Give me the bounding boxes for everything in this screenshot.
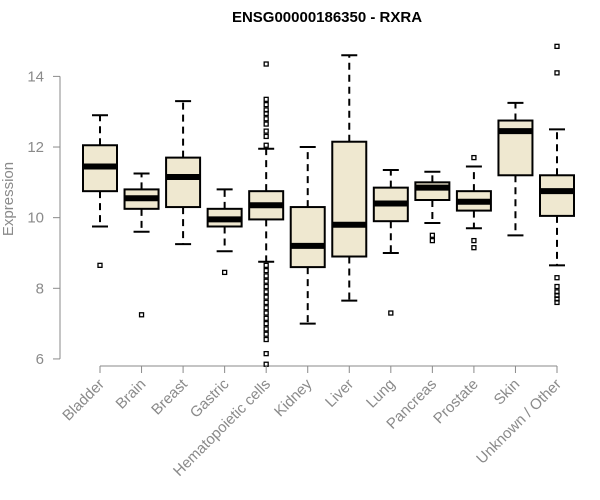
box-skin bbox=[497, 101, 534, 237]
boxes bbox=[82, 43, 575, 367]
y-tick-label-8: 8 bbox=[36, 280, 44, 297]
y-tick-label-14: 14 bbox=[27, 68, 44, 85]
x-tick-label-bladder: Bladder bbox=[59, 376, 108, 425]
box-unknown-other bbox=[539, 43, 575, 306]
outlier-bladder-0 bbox=[97, 262, 103, 268]
outlier-hematopoietic-cells-7 bbox=[263, 128, 269, 134]
outlier-brain-0 bbox=[138, 312, 145, 318]
outlier-hematopoietic-cells-2 bbox=[263, 101, 269, 108]
x-tick-label-kidney: Kidney bbox=[271, 375, 316, 420]
outlier-hematopoietic-cells-5 bbox=[263, 116, 269, 122]
outlier-prostate-0 bbox=[471, 154, 477, 161]
box-breast bbox=[165, 100, 202, 246]
outlier-unknown-other-3 bbox=[554, 283, 560, 290]
box-lung bbox=[372, 168, 409, 316]
y-tick-label-12: 12 bbox=[27, 139, 44, 156]
box-gastric bbox=[206, 188, 243, 276]
outlier-hematopoietic-cells-15 bbox=[263, 289, 269, 295]
box-pancreas bbox=[414, 170, 451, 244]
outlier-gastric-0 bbox=[221, 269, 228, 276]
outlier-hematopoietic-cells-10 bbox=[263, 262, 269, 268]
outlier-hematopoietic-cells-24 bbox=[263, 336, 269, 343]
y-tick-label-10: 10 bbox=[27, 210, 44, 227]
y-tick-label-6: 6 bbox=[36, 351, 44, 368]
outlier-hematopoietic-cells-25 bbox=[263, 350, 269, 357]
x-tick-label-breast: Breast bbox=[148, 375, 191, 418]
x-tick-label-liver: Liver bbox=[322, 376, 357, 411]
outlier-hematopoietic-cells-23 bbox=[263, 331, 269, 337]
box-bladder bbox=[82, 114, 118, 268]
outlier-unknown-other-0 bbox=[554, 43, 560, 50]
iqr-box-liver bbox=[331, 140, 368, 258]
outlier-hematopoietic-cells-9 bbox=[263, 142, 269, 148]
box-liver bbox=[331, 54, 368, 302]
box-brain bbox=[123, 172, 160, 318]
box-kidney bbox=[289, 146, 326, 325]
outlier-hematopoietic-cells-16 bbox=[263, 294, 269, 300]
outlier-prostate-2 bbox=[471, 245, 477, 251]
outlier-unknown-other-2 bbox=[554, 275, 560, 281]
outlier-hematopoietic-cells-18 bbox=[263, 305, 269, 311]
outlier-hematopoietic-cells-4 bbox=[263, 110, 269, 117]
iqr-box-unknown-other bbox=[539, 174, 575, 217]
chart-title: ENSG00000186350 - RXRA bbox=[232, 9, 422, 26]
x-tick-label-lung: Lung bbox=[363, 376, 399, 412]
y-ticks: 6 8 10 12 14 bbox=[27, 68, 60, 368]
outlier-hematopoietic-cells-11 bbox=[263, 267, 269, 274]
outlier-hematopoietic-cells-12 bbox=[263, 273, 269, 279]
outlier-hematopoietic-cells-20 bbox=[263, 315, 269, 321]
outlier-hematopoietic-cells-14 bbox=[263, 283, 269, 290]
outlier-hematopoietic-cells-0 bbox=[263, 61, 269, 67]
outlier-hematopoietic-cells-17 bbox=[263, 299, 269, 306]
outlier-hematopoietic-cells-13 bbox=[263, 278, 269, 284]
y-axis-label: Expression bbox=[0, 162, 17, 236]
x-tick-label-brain: Brain bbox=[113, 376, 150, 413]
outlier-prostate-1 bbox=[471, 237, 477, 244]
outlier-hematopoietic-cells-26 bbox=[263, 361, 269, 367]
box-prostate bbox=[455, 154, 492, 251]
outlier-hematopoietic-cells-21 bbox=[263, 320, 269, 327]
outlier-pancreas-0 bbox=[429, 232, 436, 238]
outlier-hematopoietic-cells-6 bbox=[263, 121, 269, 127]
box-hematopoietic-cells bbox=[248, 61, 285, 367]
x-tick-label-prostate: Prostate bbox=[430, 376, 482, 428]
outlier-hematopoietic-cells-22 bbox=[263, 326, 269, 332]
outlier-hematopoietic-cells-1 bbox=[263, 96, 269, 102]
iqr-box-breast bbox=[165, 156, 202, 209]
outlier-pancreas-1 bbox=[429, 237, 436, 244]
outlier-unknown-other-7 bbox=[554, 299, 560, 306]
outlier-hematopoietic-cells-8 bbox=[263, 133, 269, 140]
iqr-box-kidney bbox=[289, 206, 326, 269]
outlier-unknown-other-1 bbox=[554, 70, 560, 76]
outlier-hematopoietic-cells-19 bbox=[263, 310, 269, 316]
x-tick-label-skin: Skin bbox=[491, 376, 524, 409]
outlier-lung-0 bbox=[388, 310, 394, 316]
